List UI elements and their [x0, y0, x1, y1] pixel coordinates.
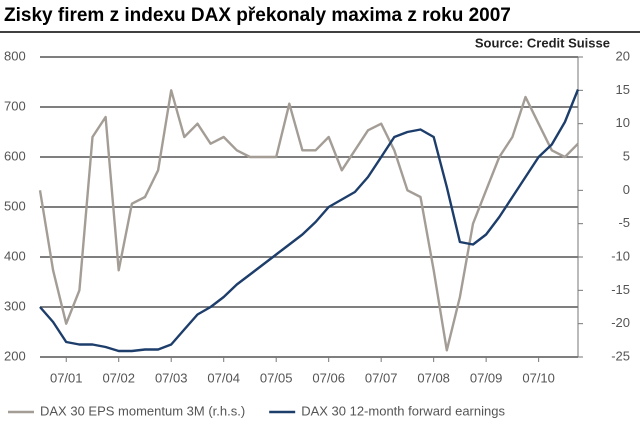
x-tick-label: 07/10	[522, 370, 555, 385]
source: Source: Credit Suisse	[475, 35, 610, 50]
y2-tick-label: 10	[616, 115, 630, 130]
y2-tick-label: -20	[611, 315, 630, 330]
series-line	[39, 89, 580, 353]
y2-tick-label: -25	[611, 348, 630, 363]
y2-tick-label: -15	[611, 282, 630, 297]
x-tick-label: 07/08	[417, 370, 450, 385]
x-tick-label: 07/04	[207, 370, 240, 385]
y-tick-label: 500	[4, 198, 26, 213]
x-tick-label: 07/03	[155, 370, 188, 385]
series-line	[38, 89, 579, 352]
y-tick-label: 300	[4, 298, 26, 313]
chart-title: Zisky firem z indexu DAX překonaly maxim…	[4, 5, 511, 26]
x-tick-label: 07/01	[50, 370, 83, 385]
y2-tick-label: 0	[623, 182, 630, 197]
y-tick-label: 400	[4, 248, 26, 263]
x-tick-label: 07/05	[260, 370, 293, 385]
x-tick-label: 07/07	[365, 370, 398, 385]
y2-tick-label: -5	[618, 215, 630, 230]
x-tick-label: 07/09	[470, 370, 503, 385]
y-tick-label: 800	[4, 48, 26, 63]
y2-tick-label: 5	[623, 148, 630, 163]
legend-label: DAX 30 12-month forward earnings	[301, 403, 505, 418]
x-tick-label: 07/06	[312, 370, 345, 385]
legend-label: DAX 30 EPS momentum 3M (r.h.s.)	[40, 403, 245, 418]
y-tick-label: 600	[4, 148, 26, 163]
y-tick-label: 700	[4, 98, 26, 113]
y2-tick-label: -10	[611, 248, 630, 263]
y-tick-label: 200	[4, 348, 26, 363]
x-tick-label: 07/02	[102, 370, 135, 385]
y2-tick-label: 15	[616, 82, 630, 97]
y2-tick-label: 20	[616, 48, 630, 63]
